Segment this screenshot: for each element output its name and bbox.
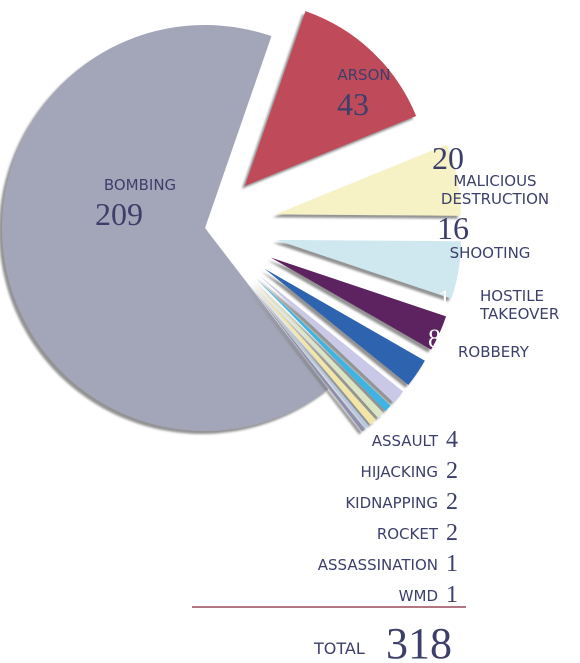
list-label: ASSAULT xyxy=(371,432,438,450)
list-value: 4 xyxy=(446,427,458,453)
pie-slice xyxy=(252,282,376,425)
list-label: ASSASSINATION xyxy=(317,556,438,574)
list-value: 2 xyxy=(446,458,458,484)
pie-slice xyxy=(259,275,404,403)
slice-label: ARSON xyxy=(337,66,391,84)
list-value: 1 xyxy=(446,551,458,577)
list-label: HIJACKING xyxy=(360,463,438,481)
slice-label: BOMBING xyxy=(103,176,177,194)
list-label: KIDNAPPING xyxy=(345,494,438,512)
slice-value: 10 xyxy=(438,285,464,314)
slice-label: MALICIOUS DESTRUCTION xyxy=(440,172,550,208)
slice-label: ROBBERY xyxy=(458,343,529,361)
slice-value: 8 xyxy=(428,324,441,353)
list-value: 2 xyxy=(446,520,458,546)
slice-label: SHOOTING xyxy=(449,244,531,262)
list-label: WMD xyxy=(398,587,438,605)
slice-value: 43 xyxy=(337,86,369,122)
slice-value: 16 xyxy=(437,210,469,246)
pie-slice xyxy=(250,283,369,429)
pie-slice xyxy=(1,25,329,431)
list-value: 2 xyxy=(446,489,458,515)
pie-slice xyxy=(249,284,365,432)
slice-value: 20 xyxy=(432,140,464,176)
pie-slice xyxy=(244,11,417,186)
pie-slice xyxy=(275,144,461,216)
total-label: TOTAL xyxy=(314,639,365,658)
pie-slice xyxy=(264,268,425,385)
pie-slice xyxy=(254,280,384,418)
list-value: 1 xyxy=(446,582,458,608)
slice-value: 209 xyxy=(95,196,143,232)
pie-slice xyxy=(270,257,447,350)
pie-slice xyxy=(256,278,391,411)
pie-slice xyxy=(276,239,462,299)
slice-label: HOSTILE TAKEOVER xyxy=(480,287,560,323)
total-value: 318 xyxy=(386,619,452,663)
list-label: ROCKET xyxy=(376,525,438,543)
